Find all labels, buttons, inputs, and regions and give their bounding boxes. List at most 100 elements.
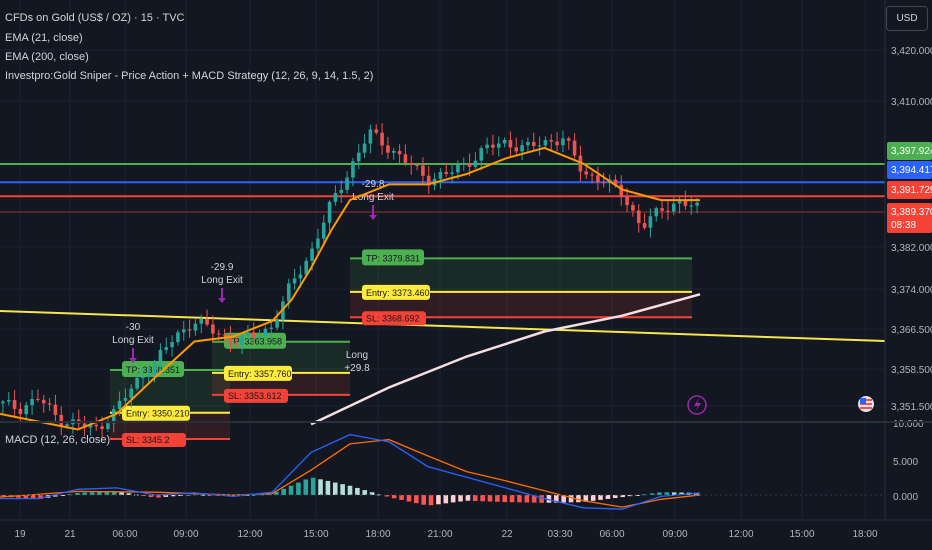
candle-body	[491, 144, 495, 148]
candle-body	[59, 414, 64, 427]
candle-body	[345, 177, 349, 190]
candle-body	[671, 203, 676, 212]
macd-histogram-bar	[384, 495, 390, 497]
macd-histogram-bar	[75, 492, 80, 495]
time-tick-label: 21:00	[427, 529, 452, 540]
price-label-box	[887, 142, 932, 160]
ema21-legend[interactable]: EMA (21, close)	[5, 32, 83, 44]
ema200-legend[interactable]: EMA (200, close)	[5, 51, 89, 63]
time-axis-bg	[0, 520, 932, 550]
candle-body	[467, 163, 472, 167]
macd-histogram-bar	[163, 495, 169, 497]
entry-label: Entry: 3350.210	[126, 409, 190, 419]
macd-histogram-bar	[495, 495, 500, 502]
candle-body	[666, 210, 670, 212]
candle-body	[292, 278, 297, 284]
macd-histogram-bar	[480, 495, 485, 502]
lightning-icon[interactable]	[687, 395, 707, 415]
macd-histogram-bar	[347, 485, 353, 495]
sl-label-box	[122, 432, 186, 447]
time-tick-label: 19	[14, 529, 26, 540]
candle-body	[216, 333, 221, 335]
candle-body	[47, 403, 52, 405]
candle-body	[275, 320, 279, 328]
candle-body	[426, 175, 431, 186]
sl-label: SL: 3368.692	[366, 313, 420, 323]
candle-body	[234, 343, 239, 345]
currency-button[interactable]: USD	[886, 6, 928, 31]
price-label: 3,397.924	[891, 146, 932, 157]
macd-histogram-bar	[377, 494, 382, 496]
candle-body	[12, 400, 17, 409]
macd-histogram-bar	[111, 491, 117, 495]
symbol-title[interactable]: CFDs on Gold (US$ / OZ) · 15 · TVC	[5, 12, 185, 24]
macd-histogram-bar	[156, 495, 161, 498]
strategy-legend[interactable]: Investpro:Gold Sniper - Price Action + M…	[5, 70, 374, 82]
grid-lines	[0, 0, 885, 520]
macd-histogram-bar	[325, 480, 331, 495]
time-tick-label: 21	[64, 529, 76, 540]
flag-icon[interactable]	[858, 396, 874, 412]
candle-body	[456, 164, 460, 173]
entry-label-box	[224, 365, 292, 381]
macd-histogram-bar	[185, 494, 191, 496]
countdown-label: 08:38	[891, 220, 916, 231]
candle-body	[246, 332, 250, 336]
macd-histogram-bar	[509, 495, 515, 503]
candle-body	[211, 324, 215, 334]
sl-label: SL: 3353.612	[228, 391, 282, 401]
macd-histogram-bar	[436, 495, 441, 505]
ema-lines	[0, 146, 701, 431]
macd-legend[interactable]: MACD (12, 26, close)	[5, 434, 111, 446]
yellow-trendline	[0, 310, 886, 342]
candle-body	[18, 408, 23, 415]
candle-body	[187, 329, 192, 331]
exit-label: Long Exit	[112, 335, 154, 346]
candle-body	[141, 376, 145, 378]
macd-histogram-bar	[399, 495, 404, 500]
time-tick-label: 09:00	[662, 529, 687, 540]
candle-body	[683, 199, 688, 206]
candle-body	[351, 161, 355, 178]
candle-body	[94, 424, 99, 427]
candle-body	[269, 327, 274, 329]
candle-body	[339, 189, 344, 193]
macd-histogram-bar	[60, 495, 65, 496]
candle-body	[473, 160, 478, 167]
macd-histogram-bar	[89, 492, 95, 495]
macd-histogram-bar	[568, 495, 574, 503]
candle-body	[648, 216, 653, 228]
macd-histogram-bar	[303, 479, 309, 495]
time-tick-label: 06:00	[112, 529, 137, 540]
macd-histogram-bar	[561, 495, 566, 503]
candle-body	[695, 202, 699, 206]
candle-body	[531, 141, 536, 146]
macd-histogram-bar	[679, 492, 684, 495]
macd-histogram-bar	[635, 495, 640, 496]
candle-body	[298, 274, 303, 279]
candle-body	[543, 140, 548, 146]
candle-body	[199, 319, 204, 324]
candle-body	[65, 424, 69, 427]
macd-histogram-bar	[620, 495, 625, 498]
exit-label: Long Exit	[352, 192, 394, 203]
time-axis: 19 21 06:00 09:00 12:00 15:00 18:00 21:00 22 03:3…	[0, 519, 932, 550]
macd-tick-label: 0.000	[893, 492, 918, 503]
candle-body	[403, 154, 408, 163]
price-label: 3,389.370	[891, 207, 932, 218]
candle-body	[596, 175, 600, 183]
macd-histogram-bar	[30, 495, 36, 499]
candle-body	[485, 144, 489, 149]
macd-histogram-bar	[502, 495, 508, 503]
candle-body	[181, 329, 186, 333]
macd-histogram-bar	[52, 495, 58, 497]
macd-histogram-bar	[148, 495, 154, 498]
macd-pane	[0, 433, 885, 510]
candle-body	[601, 182, 606, 184]
macd-histogram-bar	[590, 495, 596, 501]
candle-body	[368, 129, 373, 144]
macd-histogram-bar	[391, 495, 397, 499]
macd-histogram-bar	[443, 495, 449, 504]
macd-histogram-bar	[266, 493, 272, 495]
